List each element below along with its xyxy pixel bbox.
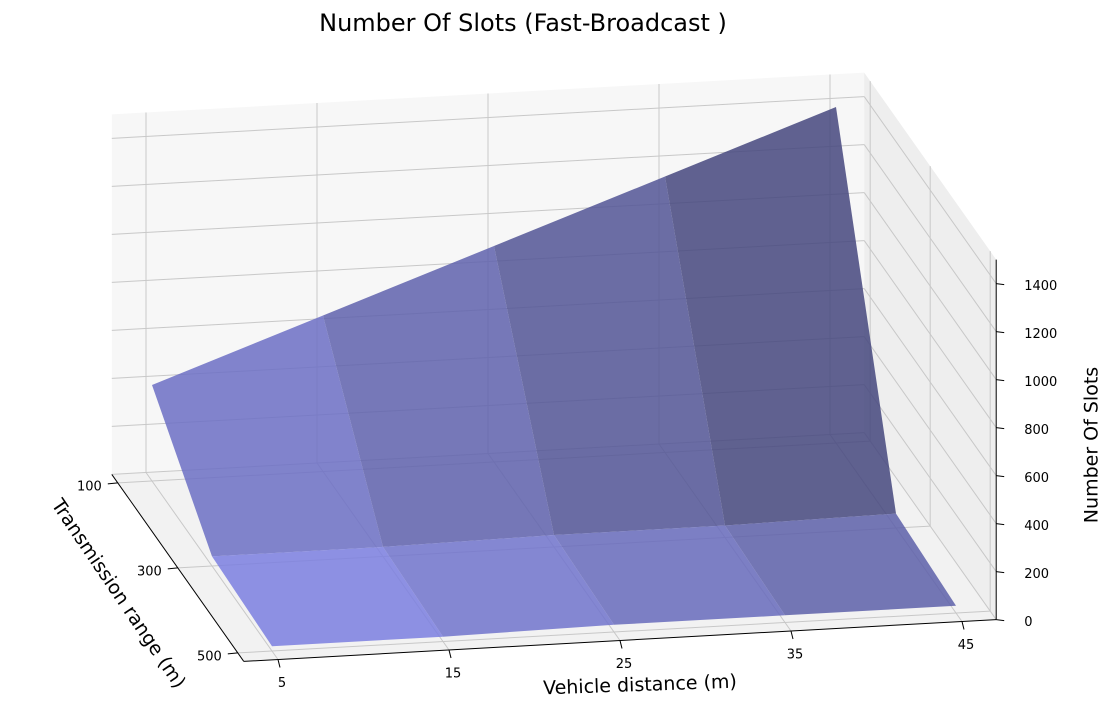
tick-mark	[996, 427, 1005, 430]
grid-line	[863, 144, 997, 332]
surface-patch	[665, 107, 896, 526]
tick-mark	[107, 482, 118, 485]
tick-mark	[996, 331, 1005, 334]
z-tick-label: 1200	[1024, 327, 1057, 342]
y-tick-label: 500	[197, 649, 222, 664]
tick-mark	[790, 630, 794, 640]
grid-line	[863, 336, 997, 524]
z-tick-label: 1000	[1024, 375, 1057, 390]
tick-mark	[619, 640, 623, 649]
grid-line	[863, 384, 997, 572]
surface-patch	[725, 513, 956, 616]
grid-line	[111, 96, 865, 139]
grid-line	[237, 610, 991, 654]
x-tick-label: 5	[278, 676, 286, 691]
tick-mark	[996, 379, 1005, 382]
chart-title: Number Of Slots (Fast-Broadcast )	[319, 9, 727, 37]
tick-mark	[277, 659, 281, 668]
y-tick-label: 300	[137, 564, 162, 579]
x-axis-label: Vehicle distance (m)	[543, 671, 738, 700]
tick-mark	[448, 649, 452, 659]
surface-patch	[212, 546, 443, 647]
x-tick-label: 35	[787, 648, 804, 663]
axis-line	[111, 474, 245, 662]
tick-mark	[996, 523, 1005, 526]
z-tick-label: 800	[1024, 423, 1049, 438]
tick-mark	[996, 619, 1005, 622]
tick-mark	[996, 475, 1005, 478]
surface-patch	[323, 246, 554, 547]
z-tick-label: 400	[1024, 519, 1049, 534]
tick-mark	[961, 621, 965, 630]
grid-line	[863, 192, 997, 380]
x-tick-label: 45	[958, 638, 975, 653]
z-tick-label: 600	[1024, 471, 1049, 486]
grid-line	[863, 96, 997, 284]
tick-mark	[996, 571, 1005, 574]
axis-line	[243, 619, 997, 662]
grid-line	[863, 240, 997, 428]
z-axis-label: Number Of Slots	[1081, 367, 1103, 523]
grid-line	[863, 288, 997, 476]
surface-patch	[152, 315, 383, 557]
tick-mark	[227, 652, 238, 655]
tick-mark	[167, 567, 178, 570]
surface-patch	[554, 525, 785, 625]
z-tick-label: 1400	[1024, 279, 1057, 294]
x-tick-label: 25	[616, 657, 633, 672]
surface-patch	[494, 176, 725, 535]
tick-mark	[996, 283, 1005, 286]
y-tick-label: 100	[77, 479, 102, 494]
z-tick-label: 0	[1024, 615, 1032, 630]
surface-patch	[383, 535, 614, 637]
z-tick-label: 200	[1024, 567, 1049, 582]
x-tick-label: 15	[445, 667, 462, 682]
